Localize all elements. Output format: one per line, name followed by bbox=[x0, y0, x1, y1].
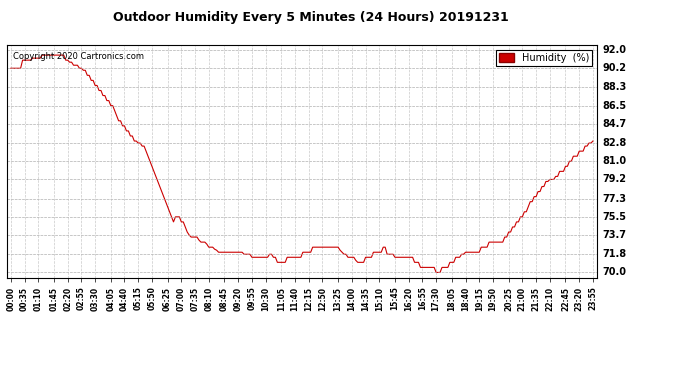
Text: Copyright 2020 Cartronics.com: Copyright 2020 Cartronics.com bbox=[13, 52, 144, 61]
Text: 71.8: 71.8 bbox=[602, 249, 627, 259]
Text: 77.3: 77.3 bbox=[602, 194, 627, 204]
Text: 88.3: 88.3 bbox=[602, 82, 627, 93]
Text: Outdoor Humidity Every 5 Minutes (24 Hours) 20191231: Outdoor Humidity Every 5 Minutes (24 Hou… bbox=[112, 11, 509, 24]
Text: 84.7: 84.7 bbox=[602, 119, 627, 129]
Text: 81.0: 81.0 bbox=[602, 156, 627, 166]
Text: 90.2: 90.2 bbox=[602, 63, 627, 73]
Text: 82.8: 82.8 bbox=[602, 138, 627, 148]
Text: 79.2: 79.2 bbox=[602, 174, 627, 184]
Text: 92.0: 92.0 bbox=[602, 45, 627, 55]
Text: 75.5: 75.5 bbox=[602, 212, 627, 222]
Legend: Humidity  (%): Humidity (%) bbox=[496, 50, 592, 66]
Text: 70.0: 70.0 bbox=[602, 267, 627, 278]
Text: 86.5: 86.5 bbox=[602, 100, 627, 111]
Text: 73.7: 73.7 bbox=[602, 230, 627, 240]
